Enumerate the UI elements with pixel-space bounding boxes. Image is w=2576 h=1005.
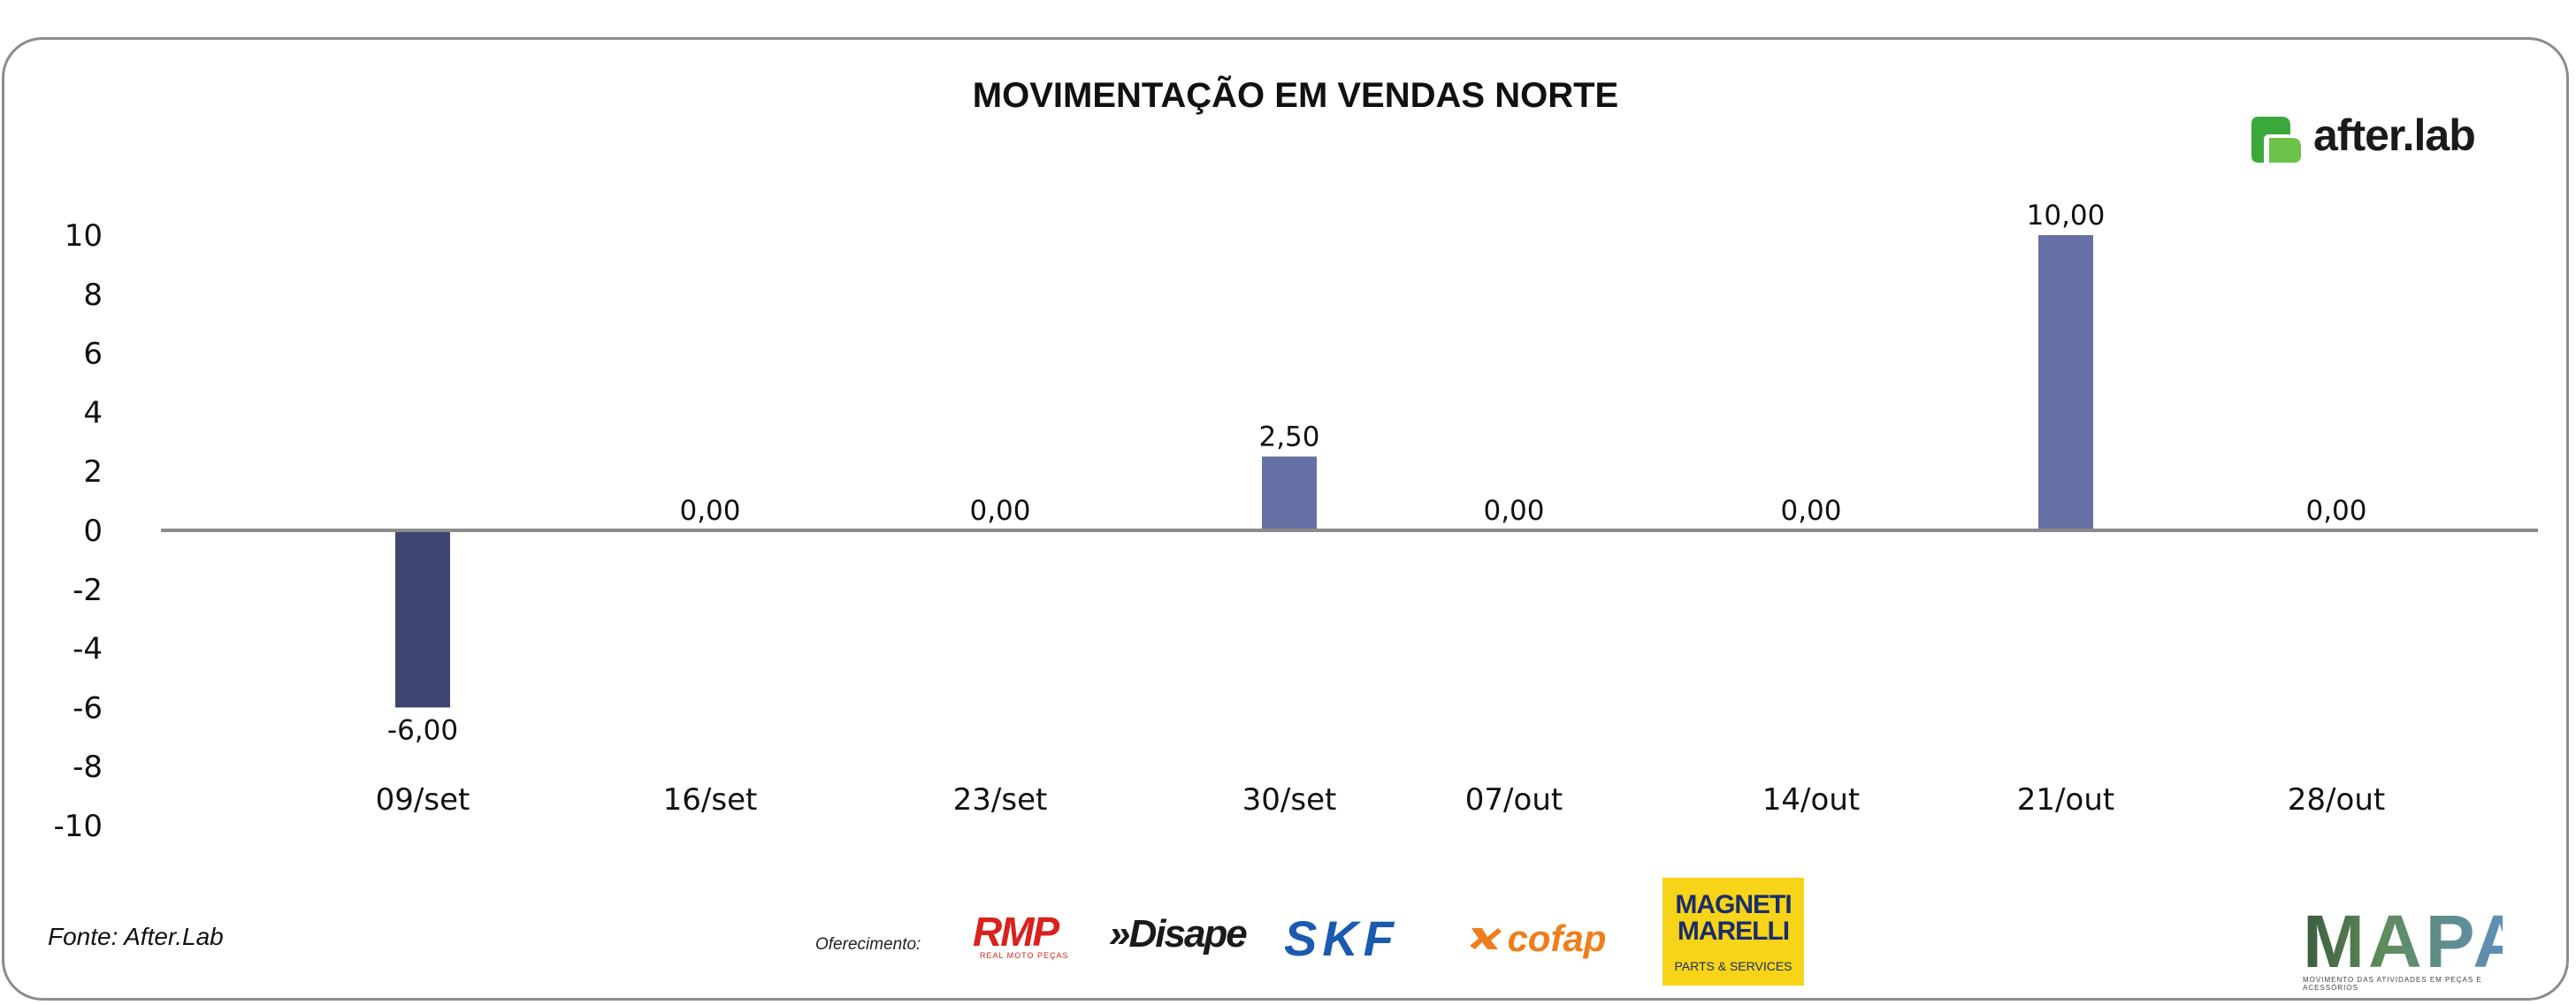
sponsors-label: Oferecimento:: [815, 935, 921, 954]
y-tick-label: 4: [83, 395, 103, 430]
x-tick-label: 09/set: [376, 782, 470, 818]
data-label: 0,00: [2305, 495, 2366, 527]
y-tick-label: -4: [73, 632, 103, 667]
rmp-logo-subtitle: REAL MOTO PEÇAS: [980, 951, 1069, 960]
disape-logo-text: »Disape: [1109, 912, 1248, 956]
y-tick-label: -2: [73, 573, 103, 608]
afterlab-mark-icon: [2251, 117, 2301, 163]
bar-09-set: [395, 530, 450, 708]
source-note: Fonte: After.Lab: [48, 923, 224, 950]
data-label: 0,00: [1483, 495, 1544, 527]
data-labels: -6,00 0,00 0,00 2,50 0,00 0,00 10,00 0,00: [387, 200, 2367, 746]
magneti-marelli-subtitle: PARTS & SERVICES: [1674, 959, 1792, 973]
disape-logo: »Disape: [1109, 912, 1268, 965]
mapa-logo-subtitle: MOVIMENTO DAS ATIVIDADES EM PEÇAS E ACES…: [2303, 976, 2482, 992]
data-label: 10,00: [2027, 200, 2106, 232]
x-tick-label: 23/set: [953, 782, 1048, 818]
afterlab-logo-text: after.lab: [2313, 110, 2476, 160]
data-label: 2,50: [1258, 422, 1319, 453]
x-tick-label: 30/set: [1242, 782, 1337, 818]
marelli-line: MARELLI: [1677, 917, 1790, 946]
data-label: -6,00: [387, 714, 458, 746]
mapa-logo: MAPA MOVIMENTO DAS ATIVIDADES EM PEÇAS E…: [2303, 900, 2531, 992]
y-tick-label: -8: [73, 750, 103, 785]
data-label: 0,00: [679, 495, 740, 527]
bar-21-out: [2038, 235, 2093, 530]
magneti-marelli-logo-text: MAGNETI MARELLI: [1663, 892, 1804, 945]
magneti-marelli-logo: MAGNETI MARELLI PARTS & SERVICES: [1663, 878, 1804, 986]
skf-logo-text: SKF: [1284, 910, 1399, 966]
bars: [395, 235, 2093, 708]
x-tick-label: 16/set: [663, 782, 758, 818]
cofap-logo: cofap: [1468, 916, 1632, 963]
x-tick-label: 07/out: [1465, 782, 1563, 818]
magneti-line: MAGNETI: [1675, 890, 1792, 919]
y-tick-label: 0: [83, 514, 103, 549]
rmp-logo-text: RMP: [973, 909, 1059, 955]
chart-title: MOVIMENTAÇÃO EM VENDAS NORTE: [972, 76, 1619, 115]
x-tick-label: 14/out: [1762, 782, 1860, 818]
x-tick-label: 21/out: [2017, 782, 2114, 818]
y-tick-label: -10: [53, 809, 103, 844]
y-tick-label: 10: [65, 218, 103, 254]
cofap-logo-text: cofap: [1507, 917, 1607, 959]
data-label: 0,00: [1780, 495, 1841, 527]
cofap-mark-icon: [1470, 928, 1502, 949]
bar-30-set: [1262, 456, 1317, 530]
y-tick-label: 6: [83, 337, 103, 372]
mapa-logo-text: MAPA: [2303, 900, 2531, 983]
y-tick-label: 2: [83, 454, 103, 490]
y-tick-label: -6: [73, 690, 103, 726]
y-tick-label: 8: [83, 278, 103, 313]
rmp-logo: RMP REAL MOTO PEÇAS: [973, 909, 1089, 965]
y-axis-ticks: 10 8 6 4 2 0 -2 -4 -6 -8 -10: [53, 218, 103, 844]
data-label: 0,00: [969, 495, 1030, 527]
x-tick-label: 28/out: [2288, 782, 2385, 818]
afterlab-logo: after.lab: [2246, 110, 2494, 166]
skf-logo: SKF: [1284, 914, 1449, 963]
x-axis-ticks: 09/set 16/set 23/set 30/set 07/out 14/out 21/o…: [376, 782, 2386, 818]
